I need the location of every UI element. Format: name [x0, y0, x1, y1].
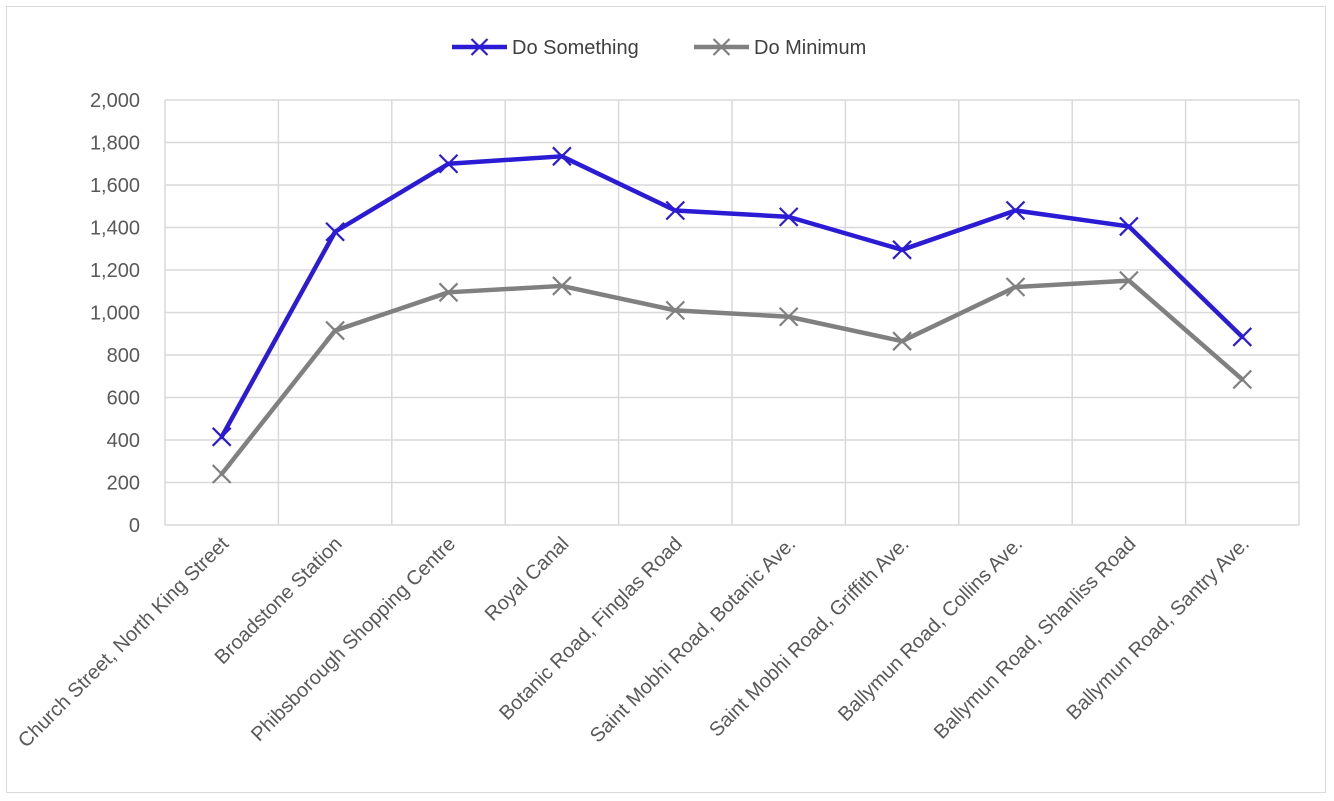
legend-label: Do Something: [512, 37, 639, 59]
data-point-marker: [438, 153, 459, 174]
legend-marker: [470, 38, 489, 56]
x-tick-label: Ballymun Road, Santry Ave.: [1062, 533, 1253, 724]
y-tick-label: 2,000: [90, 90, 140, 112]
chart-area: [6, 6, 1326, 793]
x-tick-label: Broadstone Station: [211, 533, 347, 669]
data-point-marker: [552, 276, 572, 296]
data-point-marker: [665, 200, 686, 221]
data-point-marker: [211, 427, 232, 447]
data-point-marker: [892, 240, 912, 260]
x-tick-label: Saint Mobhi Road, Botanic Ave.: [586, 533, 800, 747]
data-point-marker: [1119, 216, 1139, 237]
y-tick-label: 200: [107, 473, 140, 495]
data-point-marker: [325, 221, 345, 242]
x-tick-label: Phibsborough Shopping Centre: [247, 533, 460, 746]
legend-marker: [712, 38, 731, 56]
y-tick-label: 1,000: [90, 303, 140, 325]
x-tick-label: Saint Mobhi Road, Griffith Ave.: [705, 533, 913, 741]
legend-label: Do Minimum: [754, 37, 866, 59]
x-tick-label: Botanic Road, Finglas Road: [495, 533, 687, 725]
legend: Do Something Do Minimum: [452, 37, 866, 59]
series-group: [211, 146, 1253, 484]
x-axis: Church Street, North King StreetBroadsto…: [14, 533, 1254, 752]
y-tick-label: 600: [107, 388, 140, 410]
x-tick-label: Ballymun Road, Collins Ave.: [834, 533, 1027, 726]
x-tick-label: Ballymun Road, Shanliss Road: [930, 533, 1141, 744]
data-point-marker: [778, 306, 799, 327]
data-point-marker: [211, 464, 232, 484]
y-axis: 0 200 400 600 800 1,000 1,200 1,400 1,600 1,800 2,…: [90, 90, 140, 537]
y-tick-label: 400: [107, 430, 140, 452]
x-tick-label: Church Street, North King Street: [14, 533, 233, 752]
data-point-marker: [438, 282, 459, 303]
y-tick-label: 1,200: [90, 260, 140, 282]
x-tick-label: Royal Canal: [481, 533, 574, 626]
y-tick-label: 1,400: [90, 218, 140, 240]
data-point-marker: [1119, 270, 1139, 291]
data-point-marker: [552, 146, 572, 167]
y-tick-label: 0: [129, 515, 140, 537]
data-point-marker: [1005, 277, 1026, 297]
data-point-marker: [892, 331, 912, 351]
data-point-marker: [1005, 200, 1026, 221]
y-tick-label: 800: [107, 345, 140, 367]
y-tick-label: 1,600: [90, 175, 140, 197]
series-line: [219, 278, 1245, 477]
data-point-marker: [665, 300, 686, 321]
data-point-marker: [325, 320, 345, 341]
data-point-marker: [778, 207, 799, 227]
series-line: [219, 154, 1245, 440]
data-point-marker: [1232, 327, 1253, 347]
y-tick-label: 1,800: [90, 133, 140, 155]
data-point-marker: [1232, 369, 1253, 390]
